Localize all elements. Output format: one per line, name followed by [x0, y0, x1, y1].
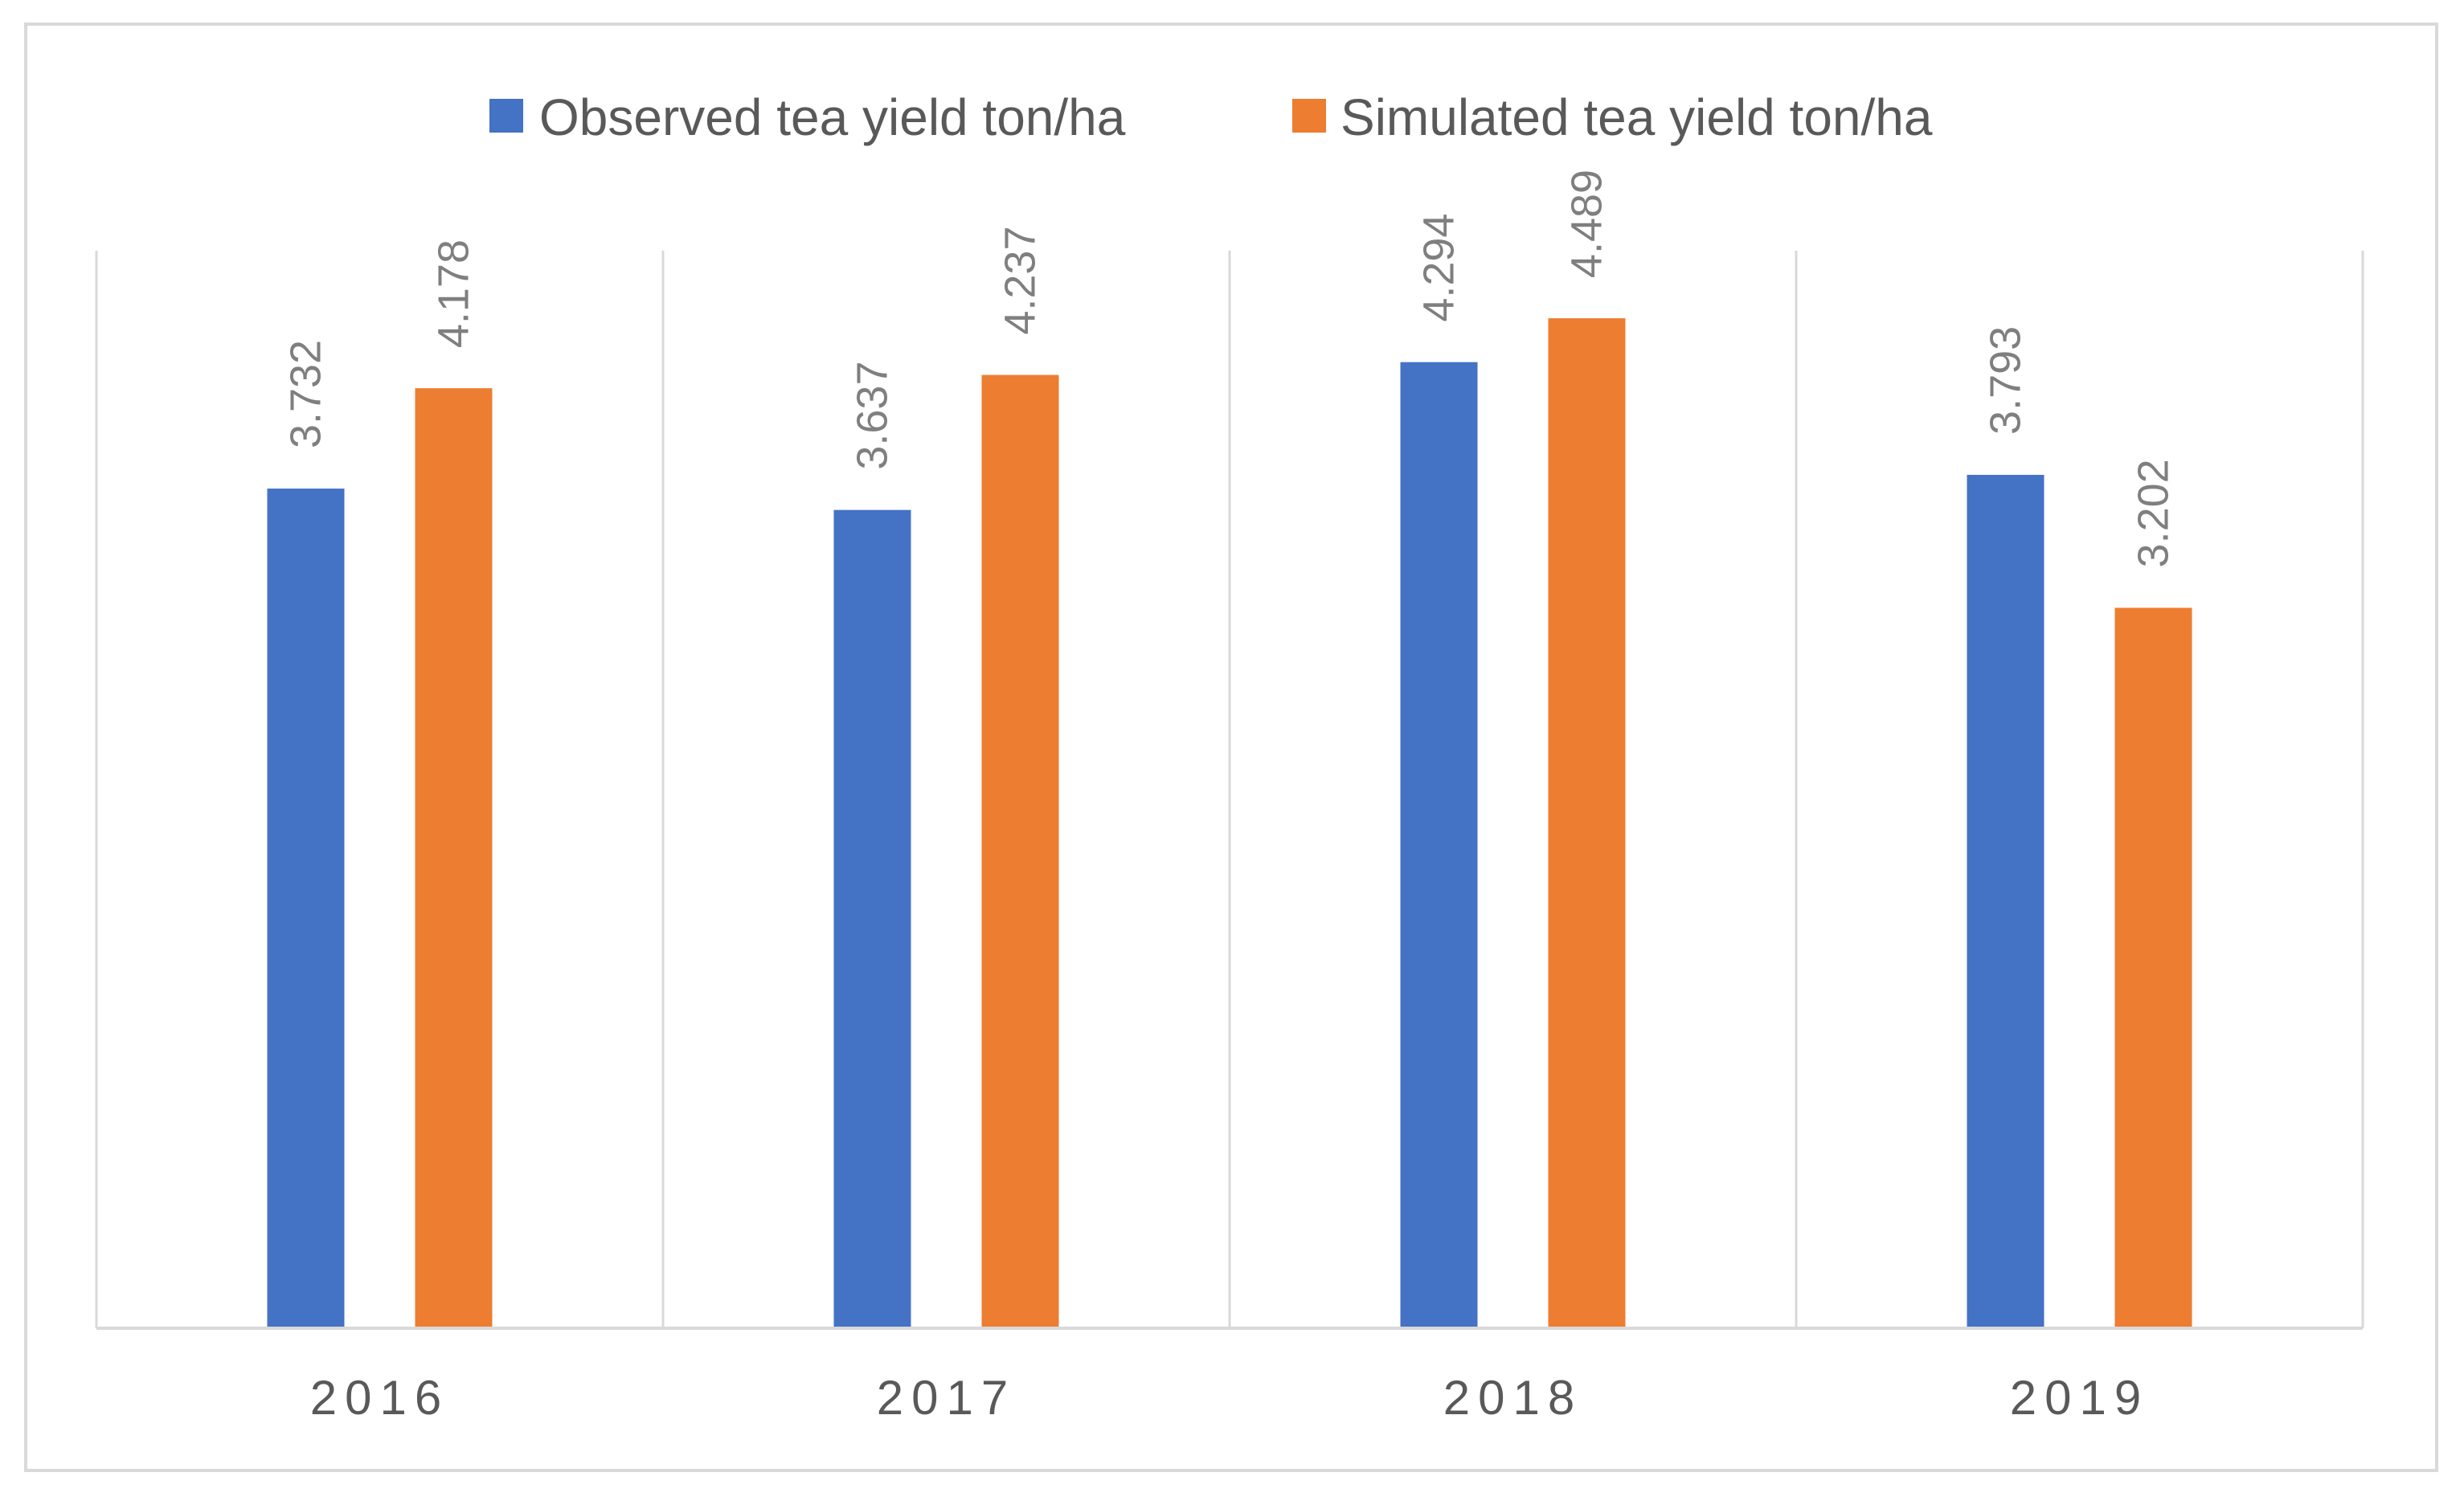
- bar-observed-2018: [1400, 362, 1478, 1329]
- data-label-simulated-2018: 4.489: [1563, 170, 1611, 278]
- category-labels: 2016 2017 2018 2019: [310, 1371, 2149, 1425]
- bar-simulated-2016: [415, 388, 493, 1328]
- legend-label-simulated: Simulated tea yield ton/ha: [1340, 88, 1933, 146]
- category-label-2019: 2019: [2010, 1371, 2149, 1425]
- data-label-observed-2019: 3.793: [1982, 326, 2030, 435]
- data-label-simulated-2019: 3.202: [2130, 459, 2178, 567]
- bar-observed-2017: [833, 509, 911, 1328]
- bar-simulated-2018: [1548, 318, 1626, 1329]
- data-label-observed-2016: 3.732: [282, 340, 330, 448]
- data-label-simulated-2017: 4.237: [997, 226, 1045, 334]
- bars: [267, 318, 2192, 1329]
- data-label-simulated-2016: 4.178: [430, 239, 478, 348]
- category-dividers: [95, 251, 2364, 1328]
- data-labels: 3.732 4.178 3.637 4.237 4.294 4.489 3.793 3.202: [282, 170, 2178, 568]
- legend: Observed tea yield ton/ha Simulated tea …: [489, 88, 1933, 146]
- bar-simulated-2017: [981, 374, 1059, 1328]
- legend-swatch-simulated: [1292, 99, 1326, 133]
- category-label-2018: 2018: [1443, 1371, 1582, 1425]
- bar-observed-2019: [1967, 474, 2044, 1329]
- bar-observed-2016: [267, 489, 345, 1328]
- data-label-observed-2018: 4.294: [1415, 214, 1463, 322]
- legend-swatch-observed: [489, 99, 523, 133]
- legend-label-observed: Observed tea yield ton/ha: [539, 88, 1126, 146]
- data-label-observed-2017: 3.637: [849, 361, 897, 469]
- bar-simulated-2019: [2114, 607, 2192, 1328]
- category-label-2016: 2016: [310, 1371, 449, 1425]
- category-label-2017: 2017: [877, 1371, 1016, 1425]
